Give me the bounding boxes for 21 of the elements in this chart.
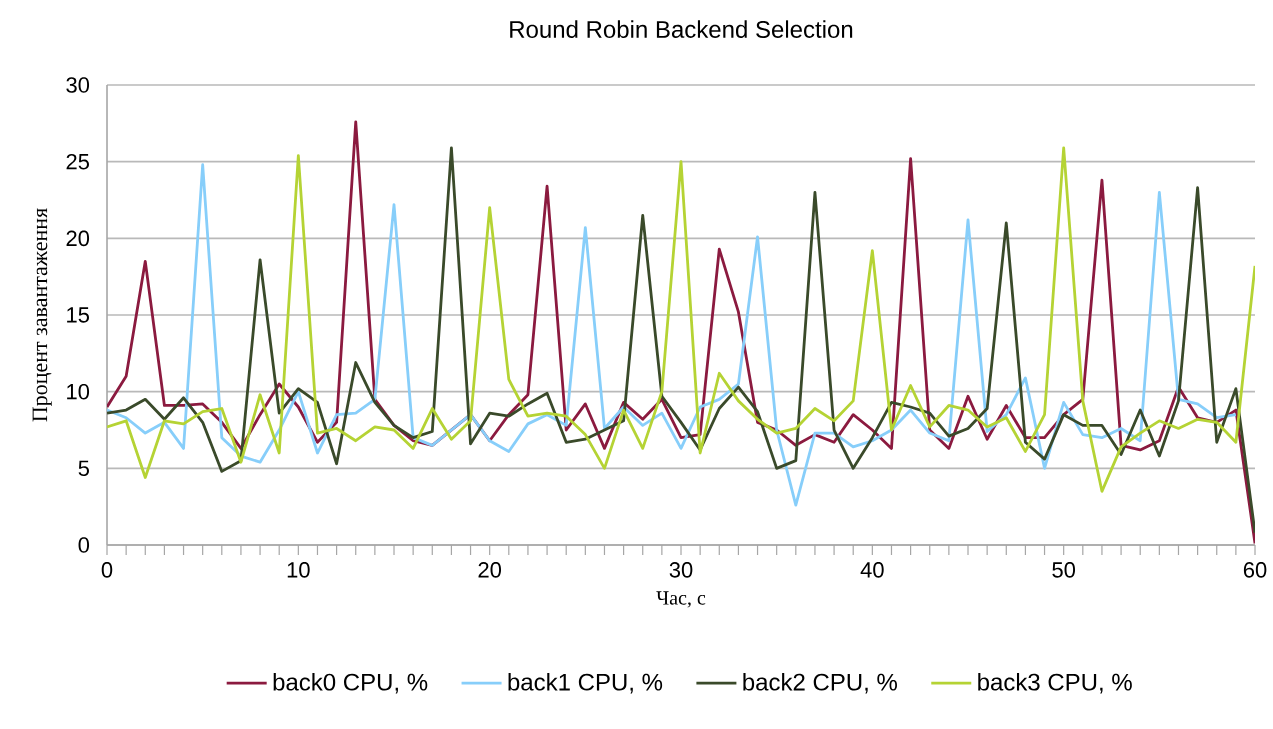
y-tick-label: 15	[67, 307, 89, 323]
legend-label: back3 CPU, %	[978, 673, 1132, 694]
y-tick-label: 5	[78, 460, 89, 477]
chart-title: Round Robin Backend Selection	[510, 20, 853, 38]
y-tick-label: 10	[67, 383, 90, 400]
legend-label: back0 CPU, %	[273, 673, 428, 694]
y-tick-label: 30	[66, 77, 90, 93]
x-tick-label: 60	[1243, 562, 1267, 578]
x-tick-label: 40	[860, 562, 884, 578]
y-tick-label: 0	[78, 537, 90, 553]
x-tick-label: 30	[669, 562, 693, 578]
y-tick-label: 25	[66, 153, 89, 170]
legend-label: back1 CPU, %	[508, 673, 663, 694]
legend-label: back2 CPU, %	[743, 673, 897, 694]
x-tick-label: 20	[478, 562, 502, 578]
x-tick-label: 0	[101, 562, 113, 578]
x-tick-label: 10	[287, 562, 310, 578]
y-tick-label: 20	[66, 230, 90, 247]
x-tick-label: 50	[1052, 562, 1076, 578]
x-axis-title: Час, с	[656, 591, 706, 608]
y-axis-title: Процент завантаження	[32, 208, 52, 422]
